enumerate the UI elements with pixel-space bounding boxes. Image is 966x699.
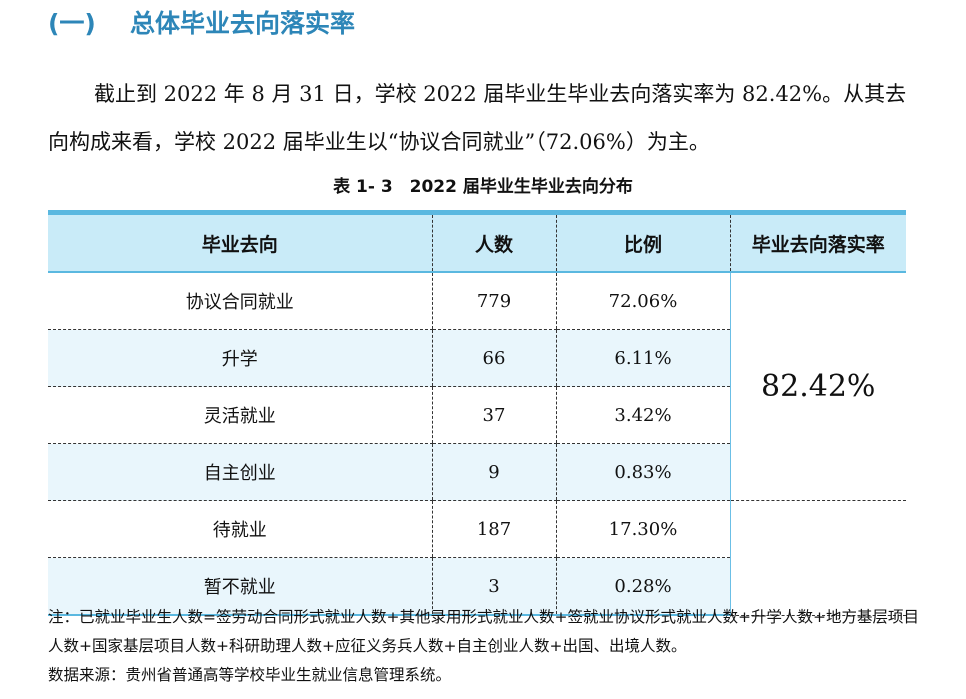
- empty-rate-cell: [729, 500, 906, 616]
- table-header-row: 毕业去向 人数 比例 毕业去向落实率: [48, 215, 906, 273]
- header-destination: 毕业去向: [48, 215, 432, 273]
- row-ratio: 72.06%: [555, 272, 730, 330]
- header-placement-rate: 毕业去向落实率: [729, 215, 906, 273]
- row-count: 9: [431, 443, 556, 501]
- row-destination: 升学: [48, 329, 432, 387]
- destination-table: 毕业去向 人数 比例 毕业去向落实率 协议合同就业 779 72.06% 82.…: [48, 210, 906, 616]
- header-count: 人数: [431, 215, 556, 273]
- section-heading: (一) 总体毕业去向落实率: [48, 4, 355, 40]
- data-source: 数据来源：贵州省普通高等学校毕业生就业信息管理系统。: [48, 666, 452, 684]
- row-ratio: 3.42%: [555, 386, 730, 444]
- table-notes: 注：已就业毕业生人数=签劳动合同形式就业人数+其他录用形式就业人数+签就业协议形…: [48, 603, 928, 690]
- row-ratio: 17.30%: [555, 500, 730, 558]
- row-destination: 暂不就业: [48, 557, 432, 616]
- placement-rate-cell: 82.42%: [729, 272, 906, 501]
- row-destination: 协议合同就业: [48, 272, 432, 330]
- row-count: 66: [431, 329, 556, 387]
- row-destination: 待就业: [48, 500, 432, 558]
- row-destination: 自主创业: [48, 443, 432, 501]
- section-title: 总体毕业去向落实率: [130, 9, 356, 38]
- row-destination: 灵活就业: [48, 386, 432, 444]
- table-row: 升学 66 6.11%: [48, 329, 906, 387]
- table-row: 自主创业 9 0.83%: [48, 443, 906, 501]
- table-row: 待就业 187 17.30%: [48, 500, 906, 616]
- table-caption: 表 1- 3 2022 届毕业生毕业去向分布: [333, 177, 633, 197]
- table-row: 暂不就业 3 0.28%: [48, 557, 906, 616]
- row-count: 779: [431, 272, 556, 330]
- header-ratio: 比例: [555, 215, 730, 273]
- summary-paragraph: 截止到 2022 年 8 月 31 日，学校 2022 届毕业生毕业去向落实率为…: [48, 82, 907, 154]
- row-count: 37: [431, 386, 556, 444]
- row-count: 3: [431, 557, 556, 616]
- section-number: (一): [48, 9, 96, 38]
- placement-rate-value: 82.42%: [761, 369, 876, 404]
- row-ratio: 6.11%: [555, 329, 730, 387]
- note-text: 注：已就业毕业生人数=签劳动合同形式就业人数+其他录用形式就业人数+签就业协议形…: [48, 608, 919, 655]
- row-ratio: 0.28%: [555, 557, 730, 616]
- row-ratio: 0.83%: [555, 443, 730, 501]
- row-count: 187: [431, 500, 556, 558]
- table-row: 协议合同就业 779 72.06% 82.42%: [48, 272, 906, 501]
- table-row: 灵活就业 37 3.42%: [48, 386, 906, 444]
